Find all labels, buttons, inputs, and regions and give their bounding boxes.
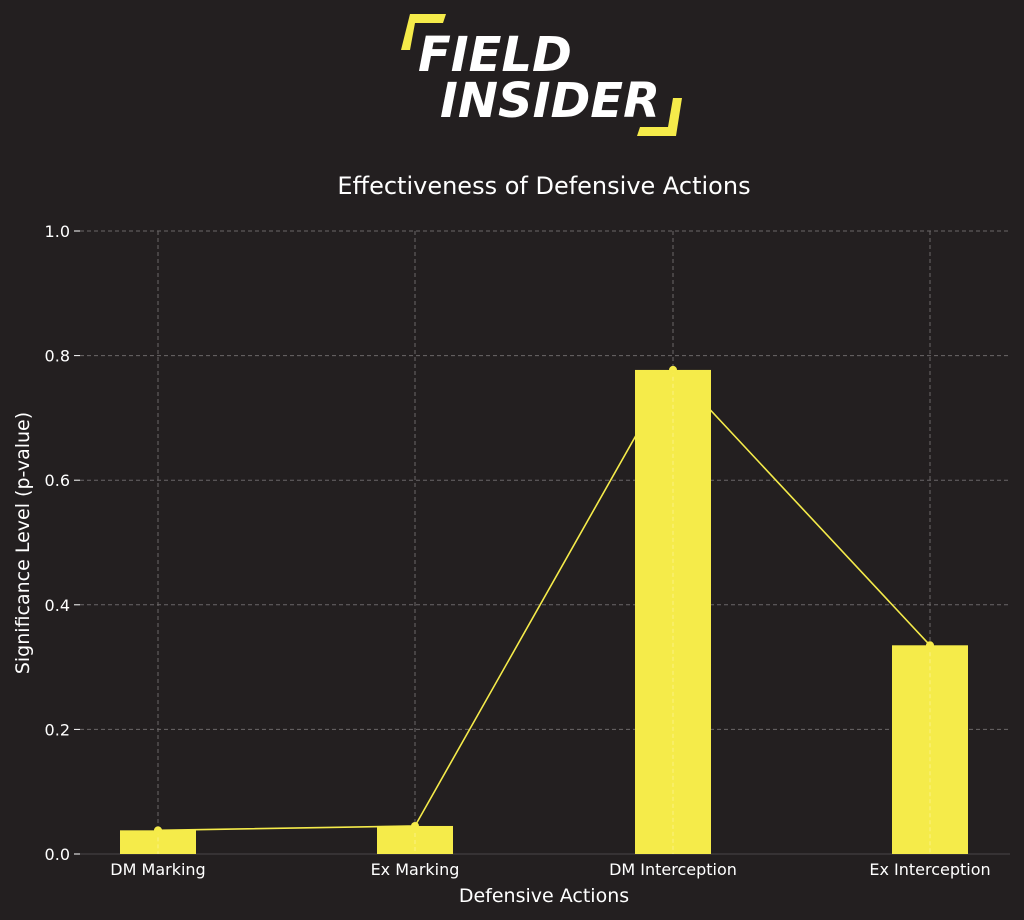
trend-point [154, 826, 162, 835]
y-tick-label: 0.8 [45, 347, 70, 366]
trend-point [926, 641, 934, 650]
trend-line [157, 368, 931, 832]
trend-point [411, 821, 419, 830]
y-axis-label: Significance Level (p-value) [12, 412, 34, 674]
tick-layer: 0.0 0.2 0.4 0.6 0.8 1.0 DM Marking Ex Marking DM… [45, 222, 991, 879]
logo-line2: INSIDER [440, 73, 660, 129]
trend-point [669, 365, 677, 374]
y-tick-label: 0.0 [45, 845, 70, 864]
logo-bracket-top-icon [401, 14, 446, 50]
logo-line1: FIELD [418, 27, 572, 83]
line-layer [154, 365, 934, 835]
y-tick-label: 0.2 [45, 720, 70, 739]
y-tick-label: 0.6 [45, 471, 70, 490]
x-tick-label: Ex Interception [869, 860, 990, 879]
grid-layer [80, 230, 1010, 855]
chart-title: Effectiveness of Defensive Actions [337, 172, 750, 200]
x-axis-label: Defensive Actions [459, 885, 629, 907]
bar-layer [120, 369, 968, 854]
logo-bracket-bottom-icon [637, 98, 682, 136]
bar-dm-marking [120, 830, 196, 854]
y-tick-label: 0.4 [45, 596, 70, 615]
field-insider-logo: FIELD INSIDER [401, 14, 682, 136]
x-tick-label: DM Interception [609, 860, 737, 879]
y-tick-label: 1.0 [45, 222, 70, 241]
x-tick-label: Ex Marking [371, 860, 460, 879]
bar-ex-interception [892, 645, 968, 854]
x-tick-label: DM Marking [110, 860, 205, 879]
